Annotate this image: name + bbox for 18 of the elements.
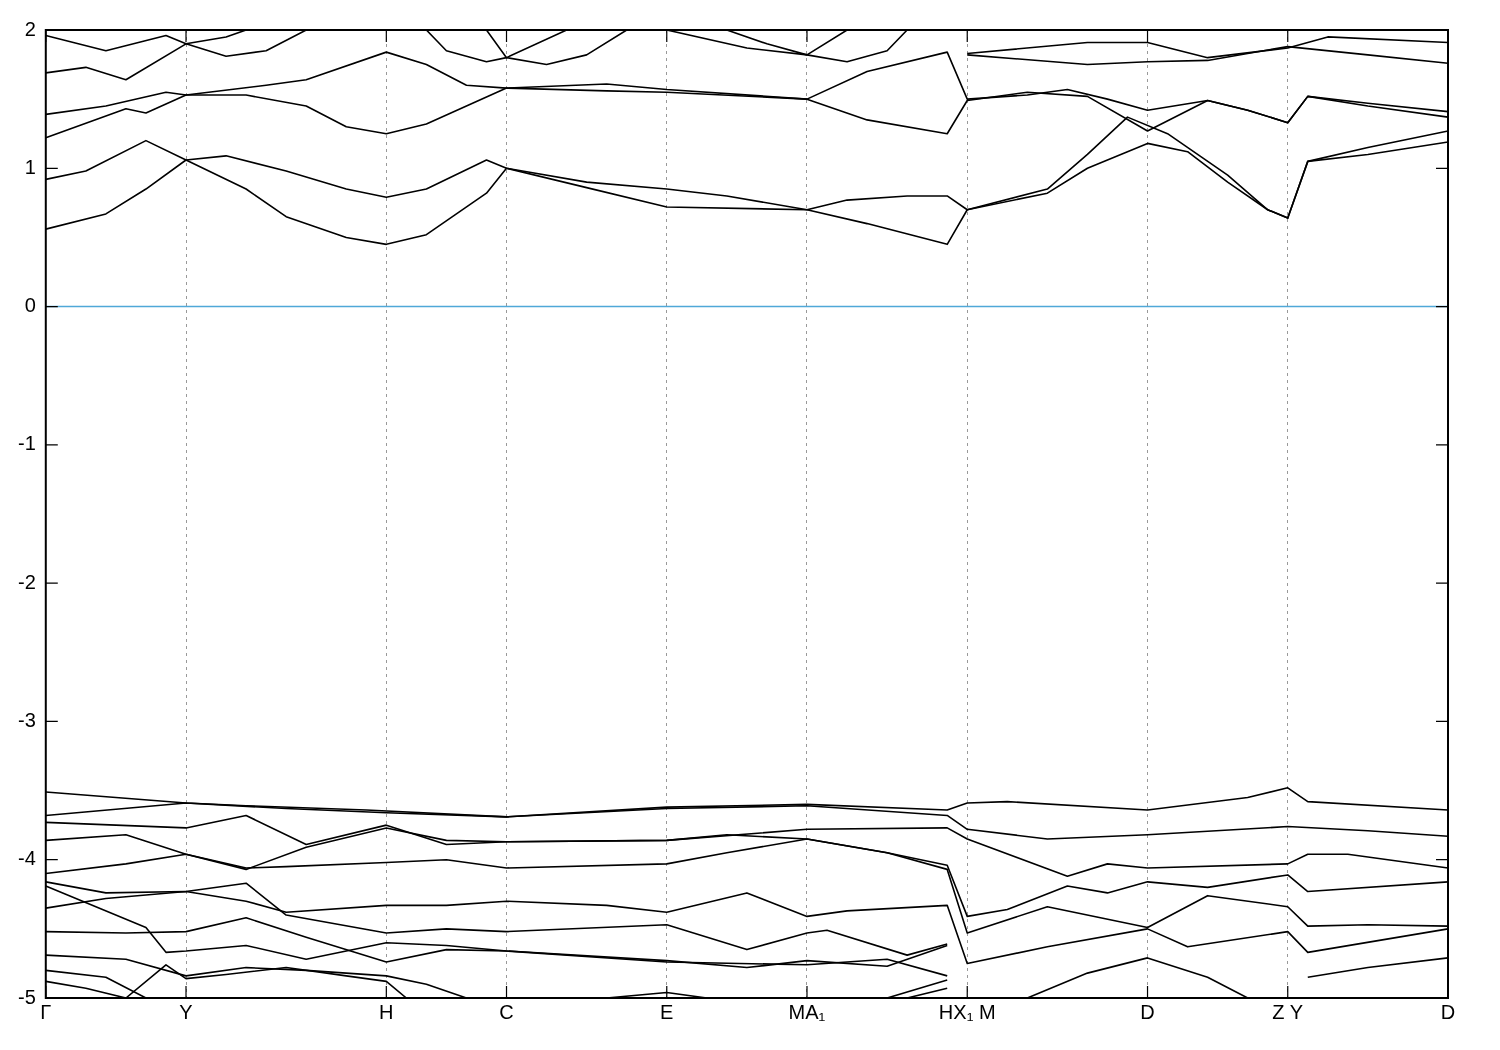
y-tick-label: 0 (24, 294, 36, 317)
y-tick-label: 1 (24, 155, 36, 178)
y-tick-label: -4 (17, 847, 36, 870)
x-tick-label: Y (179, 1000, 193, 1023)
x-tick-label: HX₁ M (938, 1000, 996, 1023)
x-tick-label: Γ (40, 1000, 52, 1023)
y-tick-label: -2 (17, 570, 36, 593)
x-tick-label: D (1440, 1000, 1456, 1023)
x-tick-label: H (379, 1000, 394, 1023)
y-tick-label: -3 (17, 708, 36, 731)
x-tick-label: E (660, 1000, 674, 1023)
x-tick-label: MA₁ (788, 1000, 826, 1023)
y-tick-label: -5 (17, 985, 36, 1008)
y-tick-label: -1 (17, 432, 36, 455)
y-tick-label: 2 (24, 17, 36, 40)
x-tick-label: Z Y (1272, 1000, 1304, 1023)
x-tick-label: C (499, 1000, 514, 1023)
x-tick-label: D (1140, 1000, 1155, 1023)
